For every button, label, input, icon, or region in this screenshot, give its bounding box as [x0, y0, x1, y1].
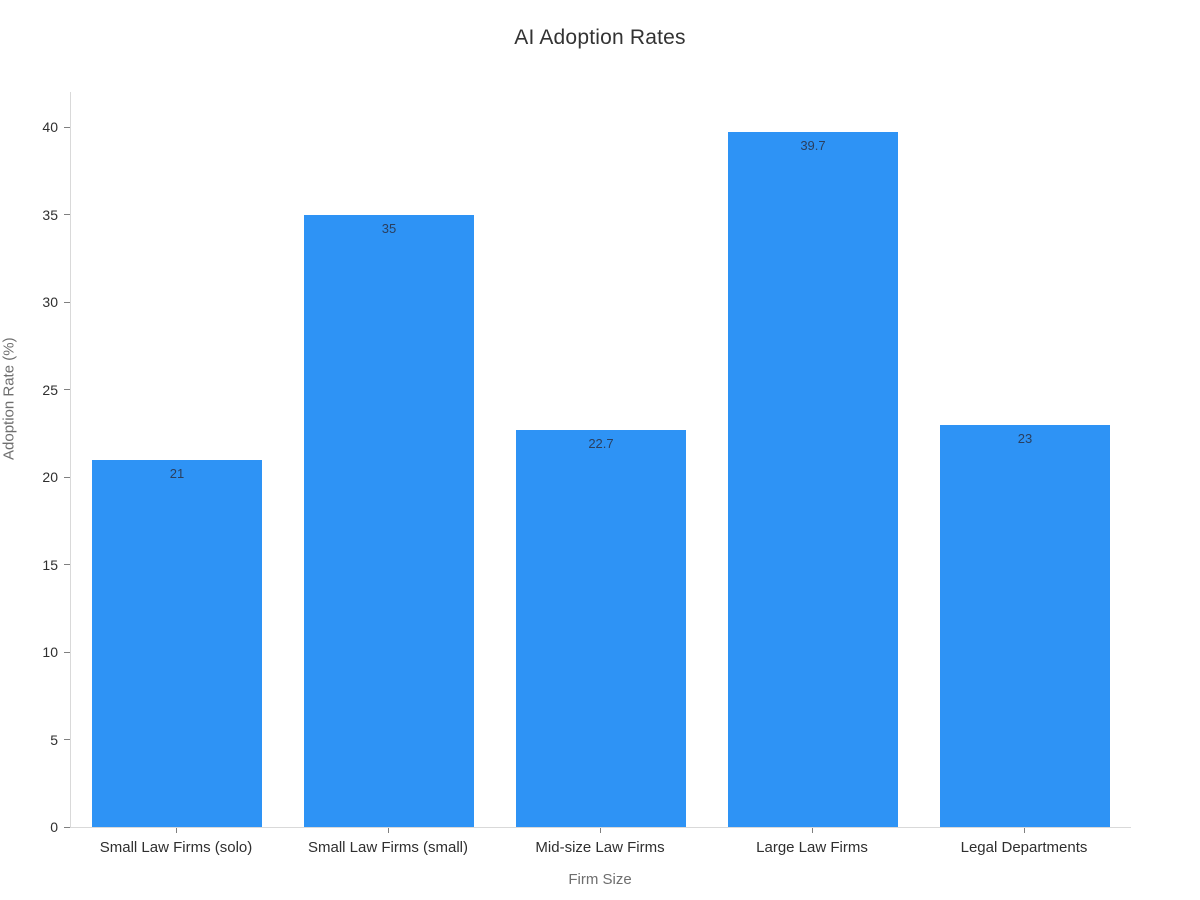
- x-tick-mark: [176, 828, 177, 833]
- bar-value-label: 35: [381, 220, 397, 236]
- bar-value-label: 23: [1017, 430, 1033, 446]
- bar-value-label: 22.7: [588, 435, 614, 451]
- x-tick-label: Legal Departments: [960, 839, 1088, 856]
- bar-value-label: 39.7: [800, 138, 826, 154]
- bar-3[interactable]: 22.7: [516, 429, 686, 827]
- x-tick-label: Mid-size Law Firms: [535, 839, 665, 856]
- bar-5[interactable]: 23: [940, 424, 1110, 827]
- y-tick-label: 35: [42, 206, 58, 223]
- y-tick-label: 5: [50, 731, 58, 748]
- x-tick-mark: [388, 828, 389, 833]
- bar-1[interactable]: 21: [92, 459, 262, 827]
- y-tick-label: 10: [42, 644, 58, 660]
- x-tick-label: Small Law Firms (small): [307, 839, 468, 856]
- y-tick-label: 0: [50, 819, 58, 835]
- x-tick-mark: [812, 828, 813, 833]
- x-axis-title: Firm Size: [568, 871, 632, 888]
- bar-4[interactable]: 39.7: [728, 132, 898, 827]
- y-tick-label: 40: [42, 119, 58, 135]
- y-tick-label: 20: [42, 469, 58, 485]
- x-tick-mark: [600, 828, 601, 833]
- bar-2[interactable]: 35: [304, 214, 474, 827]
- plot-area: 21 35 22.7 39.7 23: [70, 92, 1131, 828]
- y-tick-label: 15: [42, 556, 58, 573]
- x-tick-label: Large Law Firms: [756, 839, 868, 856]
- bar-value-label: 21: [169, 465, 185, 481]
- y-axis-title-text: Adoption Rate (%): [0, 337, 18, 460]
- y-tick-label: 30: [42, 294, 58, 310]
- chart-title: AI Adoption Rates: [514, 26, 686, 49]
- x-tick-label: Small Law Firms (solo): [99, 839, 253, 856]
- x-tick-mark: [1024, 828, 1025, 833]
